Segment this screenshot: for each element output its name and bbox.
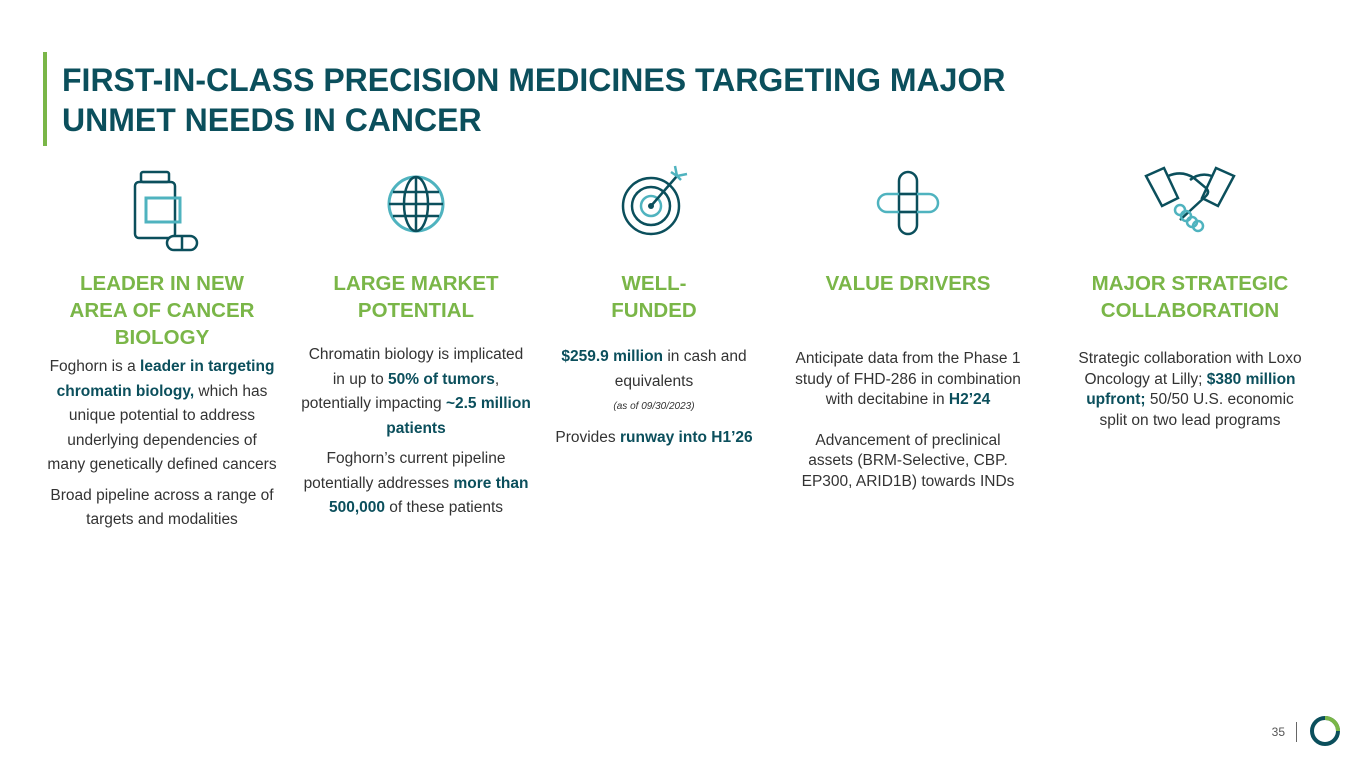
heading-line: AREA OF CANCER: [69, 299, 255, 322]
paragraph: Provides runway into H1’26: [539, 426, 769, 451]
text: Strategic collaboration with Loxo Oncolo…: [1078, 350, 1302, 388]
bold-text: ~2.5 million patients: [386, 395, 531, 437]
page-title: FIRST-IN-CLASS PRECISION MEDICINES TARGE…: [62, 60, 1162, 140]
bold-text: runway into H1’26: [619, 429, 753, 446]
heading-line: FUNDED: [611, 299, 697, 322]
paragraph: Chromatin biology is implicated in up to…: [301, 343, 531, 441]
bold-text: $259.9 million: [561, 348, 664, 365]
target-icon: [539, 160, 769, 250]
bold-text: $380 million upfront;: [1086, 370, 1296, 409]
page-number: 35: [1271, 725, 1285, 739]
text: 50/50 U.S. economic split on two lead pr…: [1099, 391, 1294, 429]
heading-line: POTENTIAL: [357, 299, 475, 322]
column-body: Anticipate data from the Phase 1 study o…: [793, 349, 1023, 492]
column-heading: VALUE DRIVERS: [793, 270, 1023, 351]
column-collaboration: MAJOR STRATEGIC COLLABORATION Strategic …: [1075, 160, 1305, 437]
column-body: Chromatin biology is implicated in up to…: [301, 343, 531, 521]
text: of these patients: [384, 499, 504, 516]
heading-line: LARGE MARKET: [333, 272, 499, 295]
bold-text: more than 500,000: [328, 474, 529, 517]
text: in cash and equivalents: [614, 348, 747, 390]
company-logo-icon: [1308, 714, 1342, 753]
heading-line: MAJOR STRATEGIC: [1091, 272, 1289, 295]
bold-text: leader in targeting chromatin biology,: [56, 358, 275, 400]
column-leader: LEADER IN NEW AREA OF CANCER BIOLOGY Fog…: [47, 160, 277, 539]
paragraph: Advancement of preclinical assets (BRM-S…: [801, 431, 1015, 490]
text: , potentially impacting: [301, 370, 500, 413]
date-note: (as of 09/30/2023): [613, 401, 695, 412]
column-heading: LARGE MARKET POTENTIAL: [301, 270, 531, 351]
column-heading: WELL- FUNDED: [539, 270, 769, 351]
heading-line: COLLABORATION: [1100, 299, 1280, 322]
column-body: Strategic collaboration with Loxo Oncolo…: [1075, 349, 1305, 431]
column-funding: WELL- FUNDED $259.9 million in cash and …: [539, 160, 769, 457]
heading-line: VALUE DRIVERS: [825, 272, 991, 295]
heading-line: WELL-: [621, 272, 687, 295]
text: Provides: [555, 429, 620, 446]
paragraph: Foghorn’s current pipeline potentially a…: [301, 447, 531, 521]
bold-text: H2’24: [948, 391, 991, 408]
paragraph: Anticipate data from the Phase 1 study o…: [793, 349, 1023, 411]
column-body: $259.9 million in cash and equivalents (…: [539, 345, 769, 451]
text: which has unique potential to address un…: [47, 382, 277, 474]
text: Foghorn’s current pipeline potentially a…: [303, 450, 506, 492]
text: Chromatin biology is implicated in up to: [308, 346, 524, 388]
column-heading: LEADER IN NEW AREA OF CANCER BIOLOGY: [47, 270, 277, 351]
paragraph: Foghorn is a leader in targeting chromat…: [47, 355, 277, 478]
globe-icon: [301, 160, 531, 250]
heading-line: BIOLOGY: [114, 326, 210, 349]
heading-line: LEADER IN NEW: [80, 272, 244, 295]
paragraph: Strategic collaboration with Loxo Oncolo…: [1075, 349, 1305, 431]
column-value-drivers: VALUE DRIVERS Anticipate data from the P…: [793, 160, 1023, 498]
text: Anticipate data from the Phase 1 study o…: [795, 350, 1021, 408]
footer-divider: [1296, 722, 1297, 742]
column-market: LARGE MARKET POTENTIAL Chromatin biology…: [301, 160, 531, 527]
text: Foghorn is a: [49, 358, 141, 375]
title-line-1: FIRST-IN-CLASS PRECISION MEDICINES TARGE…: [62, 62, 1006, 98]
title-accent-bar: [43, 52, 47, 146]
title-line-2: UNMET NEEDS IN CANCER: [62, 102, 482, 138]
pill-bottle-icon: [47, 160, 277, 252]
bold-text: 50% of tumors: [388, 370, 495, 388]
column-heading: MAJOR STRATEGIC COLLABORATION: [1075, 270, 1305, 351]
paragraph: Broad pipeline across a range of targets…: [50, 486, 274, 529]
paragraph: $259.9 million in cash and equivalents: [539, 345, 769, 394]
handshake-icon: [1075, 160, 1305, 250]
column-body: Foghorn is a leader in targeting chromat…: [47, 355, 277, 533]
medical-cross-icon: [793, 160, 1023, 250]
